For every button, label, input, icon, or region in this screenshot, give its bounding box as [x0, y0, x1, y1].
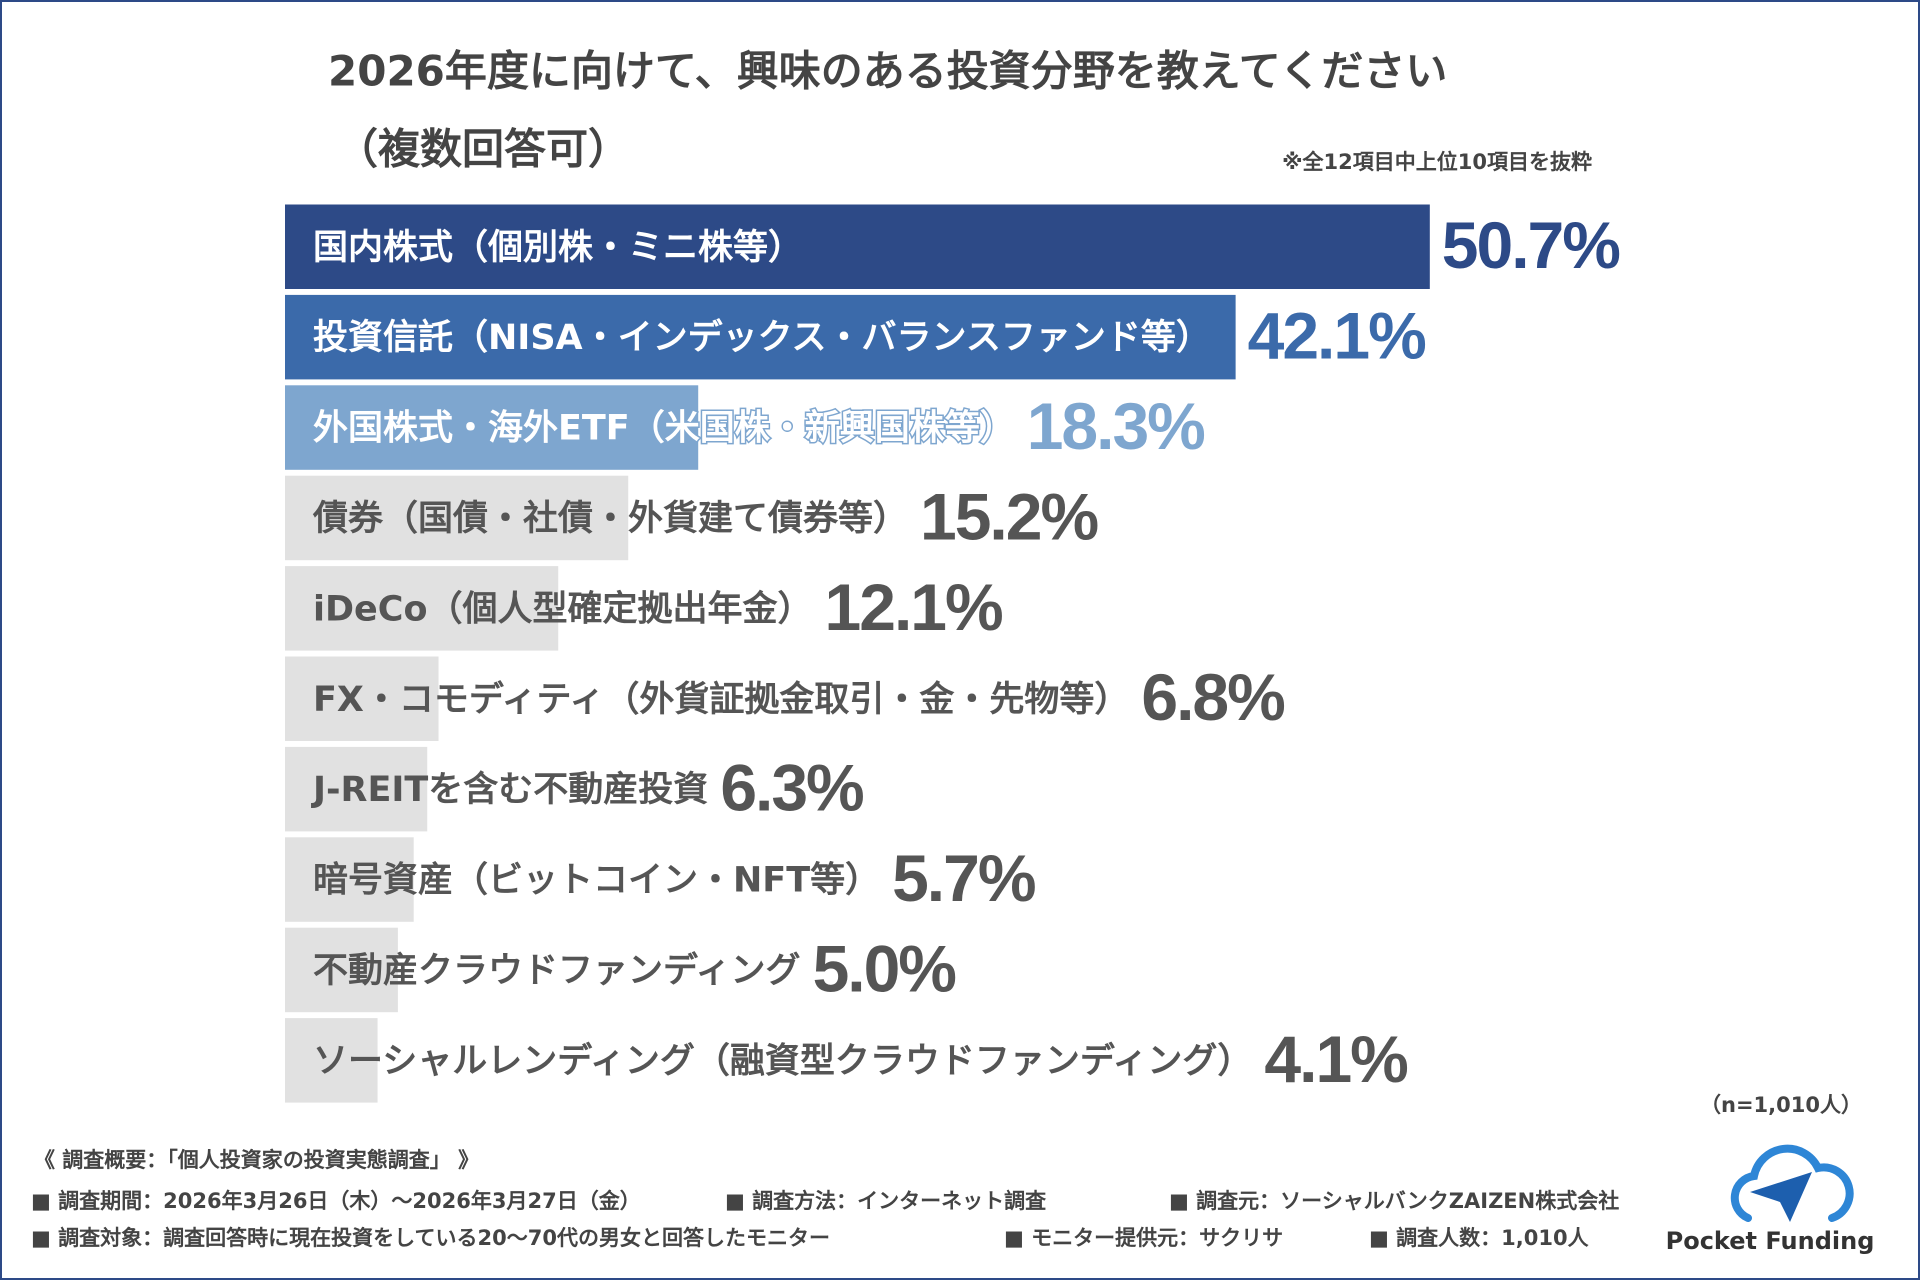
footer-item: ■ 調査方法：インターネット調査 — [725, 1189, 1046, 1213]
bar — [285, 385, 699, 470]
logo-cloud — [1730, 1144, 1854, 1222]
bar-label: 外国株式・海外ETF（米国株・新興国株等） — [313, 409, 1015, 449]
value-label: 4.1% — [1264, 1022, 1407, 1096]
value-label: 6.8% — [1141, 660, 1284, 734]
value-label: 15.2% — [920, 479, 1097, 553]
value-label: 12.1% — [825, 570, 1002, 644]
value-label: 50.7% — [1442, 208, 1619, 282]
value-label: 5.7% — [892, 841, 1035, 915]
footer-heading: 《 調査概要：「個人投資家の投資実態調査」 》 — [34, 1148, 479, 1172]
value-label: 18.3% — [1027, 389, 1204, 463]
bar — [285, 204, 1430, 289]
bar-label: 債券（国債・社債・外貨建て債券等） — [312, 499, 908, 539]
bar-label: FX・コモディティ（外貨証拠金取引・金・先物等） — [313, 679, 1129, 720]
footer-item: ■ 調査人数：1,010人 — [1369, 1226, 1589, 1250]
bar — [285, 1018, 378, 1103]
bar-label: 投資信託（NISA・インデックス・バランスファンド等） — [313, 317, 1211, 358]
bar-label: 暗号資産（ビットコイン・NFT等） — [313, 861, 880, 901]
bar-label: ソーシャルレンディング（融資型クラウドファンディング） — [313, 1040, 1252, 1081]
bar — [285, 294, 1236, 380]
bar-label: iDeCo（個人型確定拠出年金） — [313, 588, 813, 629]
logo-plane — [1750, 1172, 1812, 1222]
sample-note: （n=1,010人） — [1700, 1093, 1862, 1117]
value-label: 6.3% — [720, 751, 863, 825]
footer-item: ■ 調査元：ソーシャルバンクZAIZEN株式会社 — [1169, 1189, 1619, 1213]
chart-title: 2026年度に向けて、興味のある投資分野を教えてください — [328, 47, 1447, 96]
footer-item: ■ 調査対象：調査回答時に現在投資をしている20～70代の男女と回答したモニター — [31, 1226, 830, 1250]
chart-subtitle: （複数回答可） — [336, 125, 630, 174]
bar — [285, 475, 629, 561]
bar — [285, 656, 439, 741]
logo-text: Pocket Funding — [1666, 1227, 1875, 1255]
footer-item: ■ モニター提供元：サクリサ — [1004, 1226, 1283, 1250]
bar — [285, 566, 559, 651]
bar — [285, 927, 398, 1013]
bar-label: 国内株式（個別株・ミニ株等） — [313, 228, 803, 268]
logo: Pocket Funding — [1666, 1144, 1875, 1255]
value-label: 42.1% — [1248, 299, 1425, 373]
note: ※全12項目中上位10項目を抜粋 — [1282, 150, 1592, 174]
value-label: 5.0% — [813, 931, 956, 1005]
bar — [285, 837, 414, 922]
bar-label: J-REITを含む不動産投資 — [311, 770, 708, 810]
bar-label: 不動産クラウドファンディング — [313, 950, 801, 991]
bar — [285, 746, 428, 832]
footer-item: ■ 調査期間：2026年3月26日（木）～2026年3月27日（金） — [31, 1189, 641, 1213]
